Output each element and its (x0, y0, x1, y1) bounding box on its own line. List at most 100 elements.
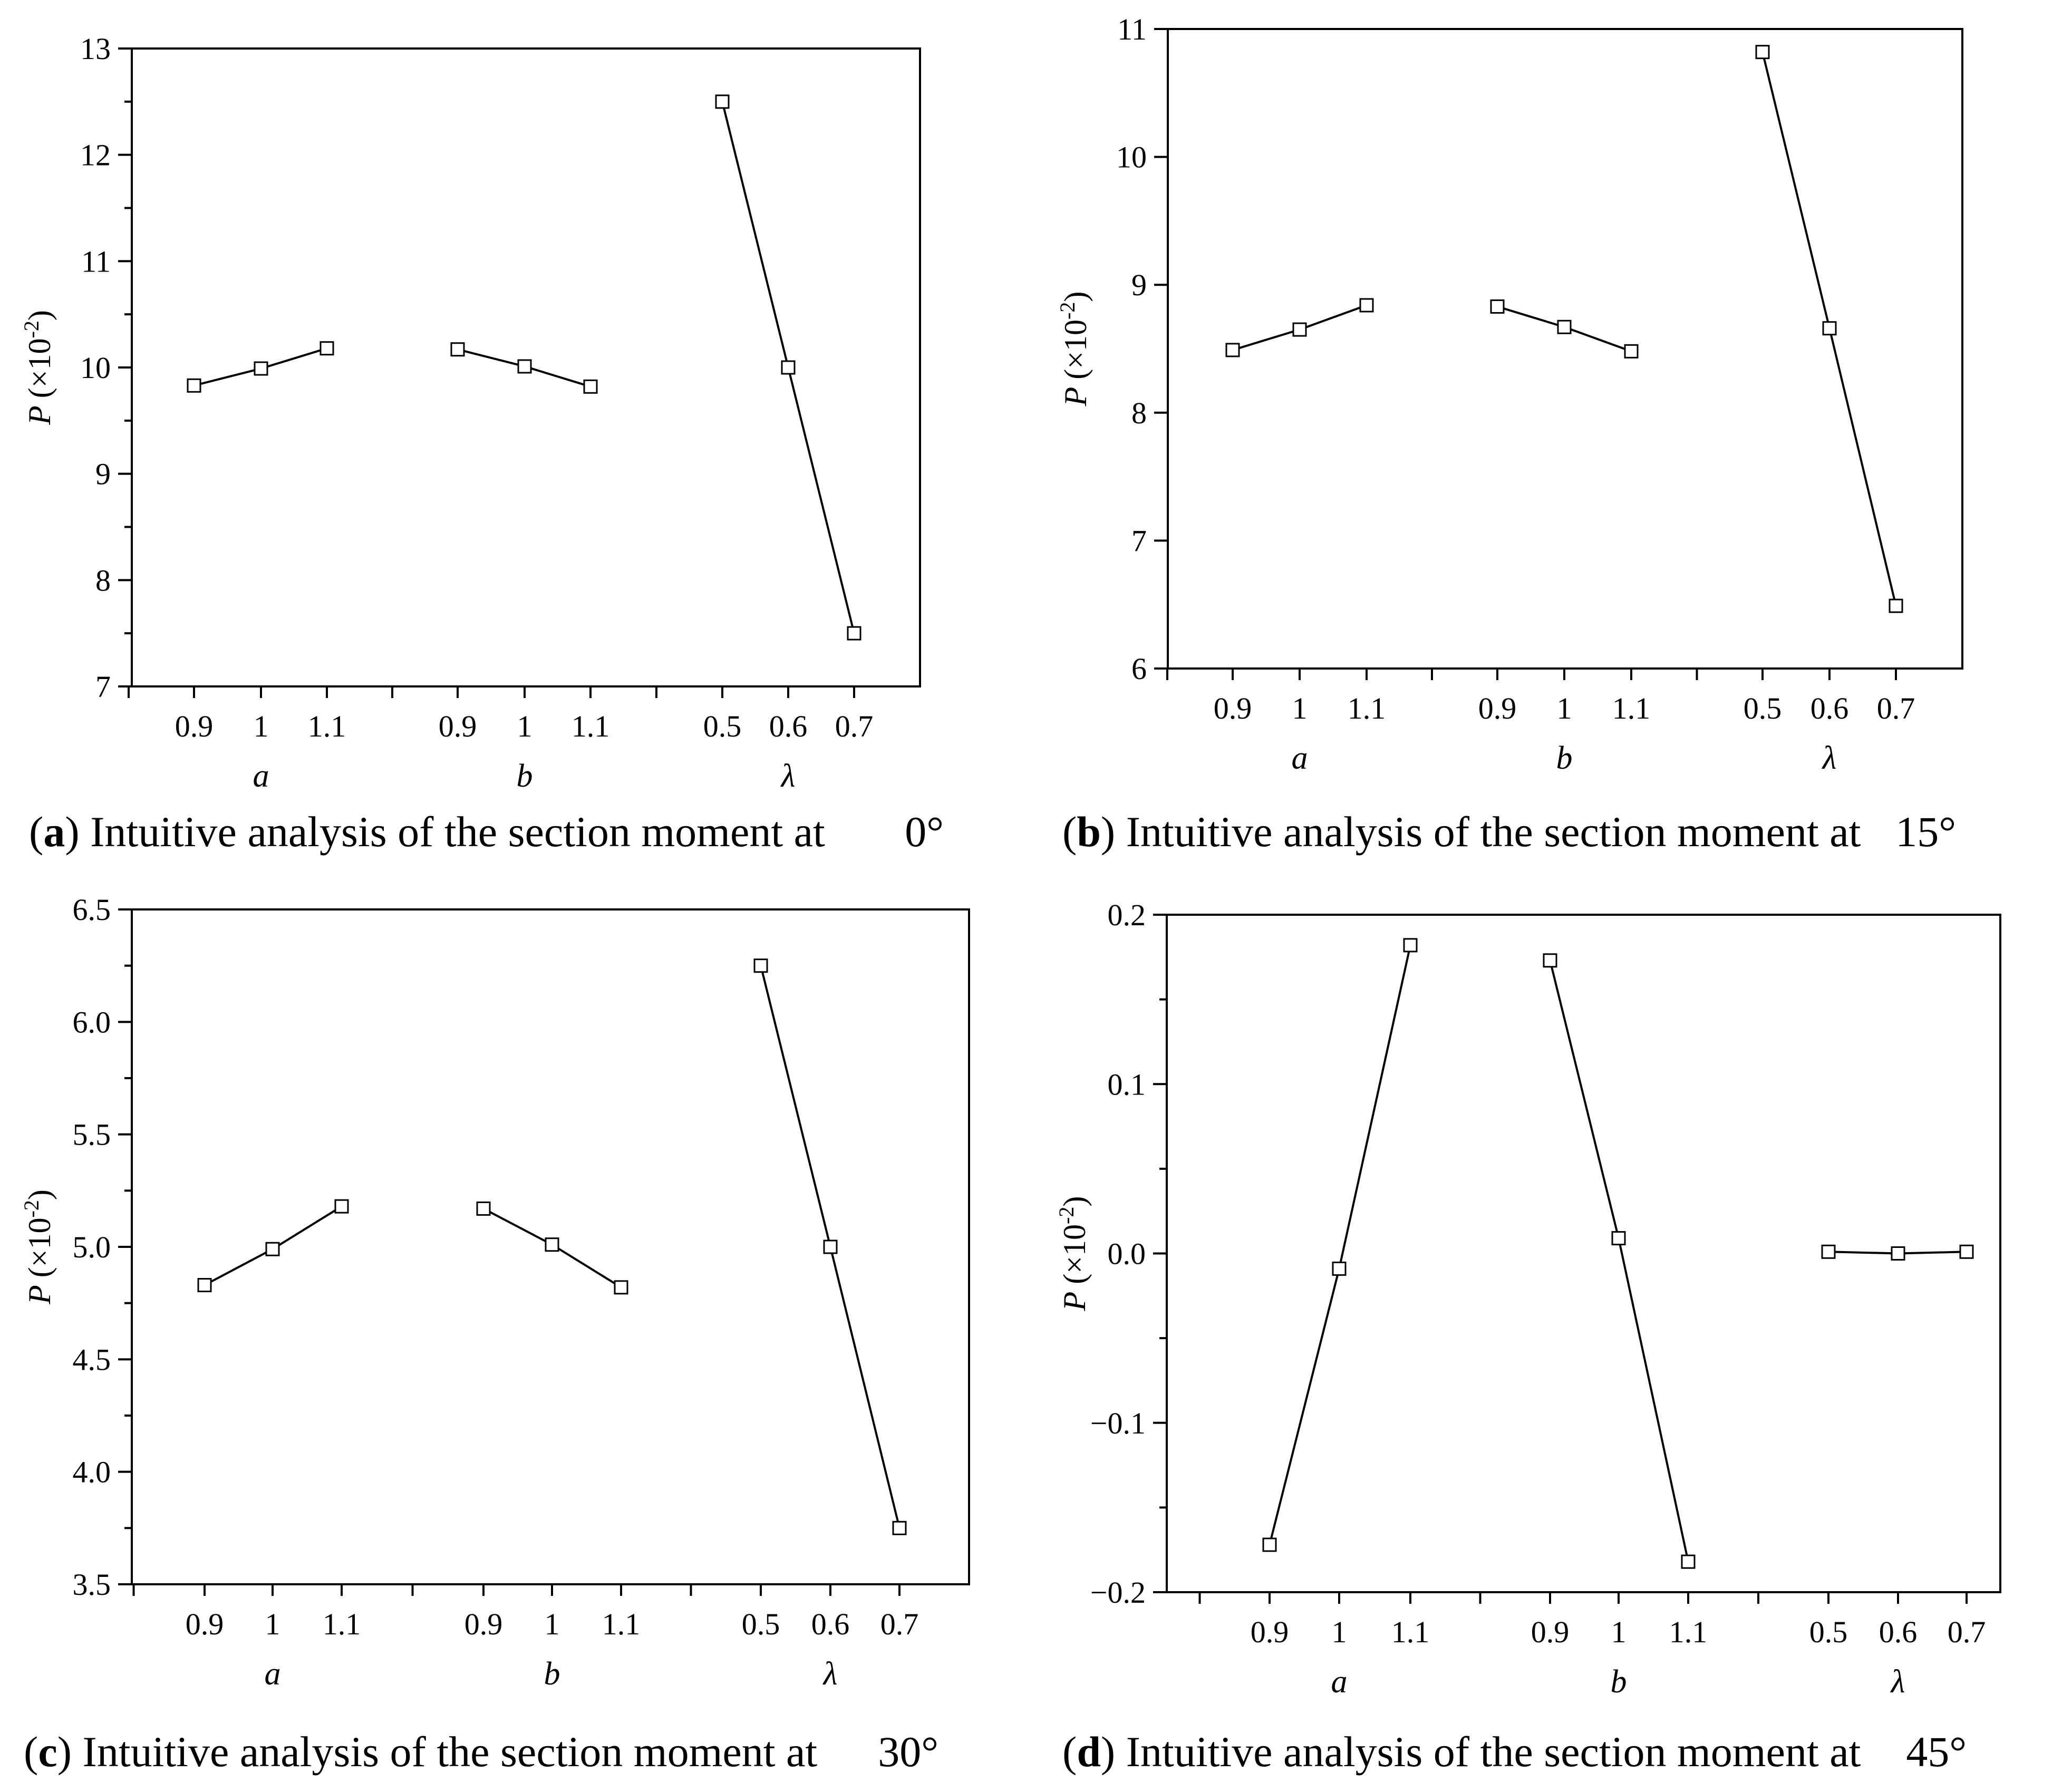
y-axis-close: ) (1057, 1196, 1092, 1207)
x-tick-label: 1.1 (323, 1607, 361, 1641)
y-axis-exponent: -2 (1056, 302, 1079, 319)
y-axis-close: ) (22, 1189, 57, 1200)
caption-open: ( (1062, 1728, 1077, 1776)
x-tick-label: 0.5 (1809, 1615, 1848, 1649)
data-point (715, 94, 730, 109)
y-axis-unit: (×10 (22, 338, 57, 398)
y-tick-label: 5.0 (73, 1230, 111, 1264)
y-tick-label: 0.0 (1108, 1237, 1146, 1271)
group-label-b: b (517, 758, 533, 794)
y-tick-label: −0.1 (1090, 1406, 1146, 1440)
x-tick-label: 1.1 (1612, 691, 1651, 725)
y-tick-label: 7 (1131, 524, 1147, 558)
data-point (1959, 1244, 1974, 1259)
data-point (1821, 1244, 1836, 1259)
caption-letter: c (38, 1728, 57, 1776)
y-tick-label: 13 (80, 32, 111, 66)
y-axis-label: P (×10-2) (20, 1189, 57, 1305)
x-tick-label: 1 (517, 709, 533, 743)
y-tick-label: 6.5 (73, 893, 111, 927)
y-axis-unit: (×10 (22, 1217, 57, 1277)
group-label-a: a (265, 1656, 281, 1692)
x-tick-label: 1 (1611, 1615, 1627, 1649)
x-tick-label: 1 (545, 1607, 560, 1641)
y-axis-unit: (×10 (1058, 319, 1093, 380)
data-point (1822, 321, 1837, 336)
y-tick-label: 3.5 (73, 1567, 111, 1602)
caption-angle: 0° (905, 808, 944, 856)
data-point (1755, 45, 1770, 60)
x-tick-label: 0.7 (835, 709, 874, 743)
caption-text: ) Intuitive analysis of the section mome… (57, 1728, 818, 1776)
data-point (1557, 319, 1572, 334)
x-tick-label: 0.6 (769, 709, 808, 743)
chart-panel-c: 3.5 4.0 4.5 5.0 5.5 6.0 6.5 P (×10-2) 0.9 1 1.1 a 0.… (20, 893, 970, 1776)
x-tick-label: 0.9 (186, 1607, 224, 1641)
data-point (1611, 1231, 1626, 1246)
group-label-lambda: λ (780, 758, 796, 794)
y-axis-label: P (×10-2) (1054, 1196, 1092, 1312)
data-point (1681, 1554, 1696, 1569)
y-tick-label: 10 (80, 351, 111, 385)
caption-open: ( (1062, 808, 1077, 856)
y-tick-label: 11 (1117, 12, 1147, 46)
data-point (781, 360, 796, 375)
x-tick-label: 0.9 (464, 1607, 503, 1641)
y-tick-label: 12 (80, 138, 111, 172)
y-tick-label: 10 (1116, 140, 1147, 175)
x-tick-label: 0.5 (742, 1607, 780, 1641)
data-point (583, 379, 598, 394)
panel-caption: (a) Intuitive analysis of the section mo… (29, 808, 825, 856)
y-axis-var: P (1057, 1284, 1092, 1312)
x-tick-label: 0.6 (811, 1607, 850, 1641)
data-point (450, 342, 465, 357)
panel-caption: (b) Intuitive analysis of the section mo… (1062, 808, 1861, 856)
x-tick-label: 1.1 (602, 1607, 641, 1641)
y-axis-exponent: -2 (20, 1200, 43, 1217)
x-tick-label: 1.1 (1391, 1615, 1430, 1649)
caption-letter: d (1077, 1728, 1101, 1776)
caption-open: ( (24, 1728, 38, 1776)
y-axis-exponent: -2 (1054, 1207, 1078, 1224)
y-axis-label: P (×10-2) (1056, 292, 1093, 407)
x-tick-label: 0.7 (1948, 1615, 1986, 1649)
x-tick-label: 1.1 (1669, 1615, 1708, 1649)
data-point (545, 1237, 559, 1252)
x-tick-label: 1 (265, 1607, 280, 1641)
y-axis-close: ) (22, 310, 57, 321)
group-label-b: b (1556, 740, 1573, 776)
x-tick-label: 0.6 (1811, 691, 1849, 725)
y-tick-label: 0.1 (1108, 1067, 1146, 1101)
y-tick-label: 4.5 (73, 1342, 111, 1377)
x-tick-label: 0.6 (1879, 1615, 1918, 1649)
x-tick-label: 1 (1332, 1615, 1347, 1649)
data-point (254, 361, 268, 376)
data-point (197, 1278, 212, 1293)
data-point (476, 1201, 491, 1216)
y-axis-var: P (1058, 380, 1093, 407)
y-tick-label: 11 (81, 244, 111, 278)
x-tick-label: 0.7 (880, 1607, 919, 1641)
group-label-lambda: λ (1822, 740, 1837, 776)
x-tick-label: 0.5 (1744, 691, 1782, 725)
group-label-a: a (253, 758, 269, 794)
data-point (1403, 938, 1418, 953)
caption-angle: 30° (878, 1728, 938, 1776)
data-point (823, 1239, 838, 1254)
data-point (517, 359, 532, 374)
y-axis-var: P (22, 1277, 57, 1305)
y-tick-label: 6.0 (73, 1005, 111, 1039)
x-tick-label: 1.1 (1348, 691, 1386, 725)
data-point (265, 1242, 280, 1256)
group-label-a: a (1331, 1664, 1348, 1700)
y-axis-label: P (×10-2) (20, 310, 57, 425)
data-point (320, 341, 334, 356)
data-point (1624, 344, 1639, 359)
y-axis-exponent: -2 (20, 321, 43, 338)
data-point (753, 958, 768, 973)
y-tick-label: 9 (95, 457, 111, 491)
data-point (1225, 343, 1240, 357)
x-tick-label: 1.1 (308, 709, 346, 743)
y-tick-label: 7 (95, 670, 111, 704)
group-label-b: b (1611, 1664, 1627, 1700)
